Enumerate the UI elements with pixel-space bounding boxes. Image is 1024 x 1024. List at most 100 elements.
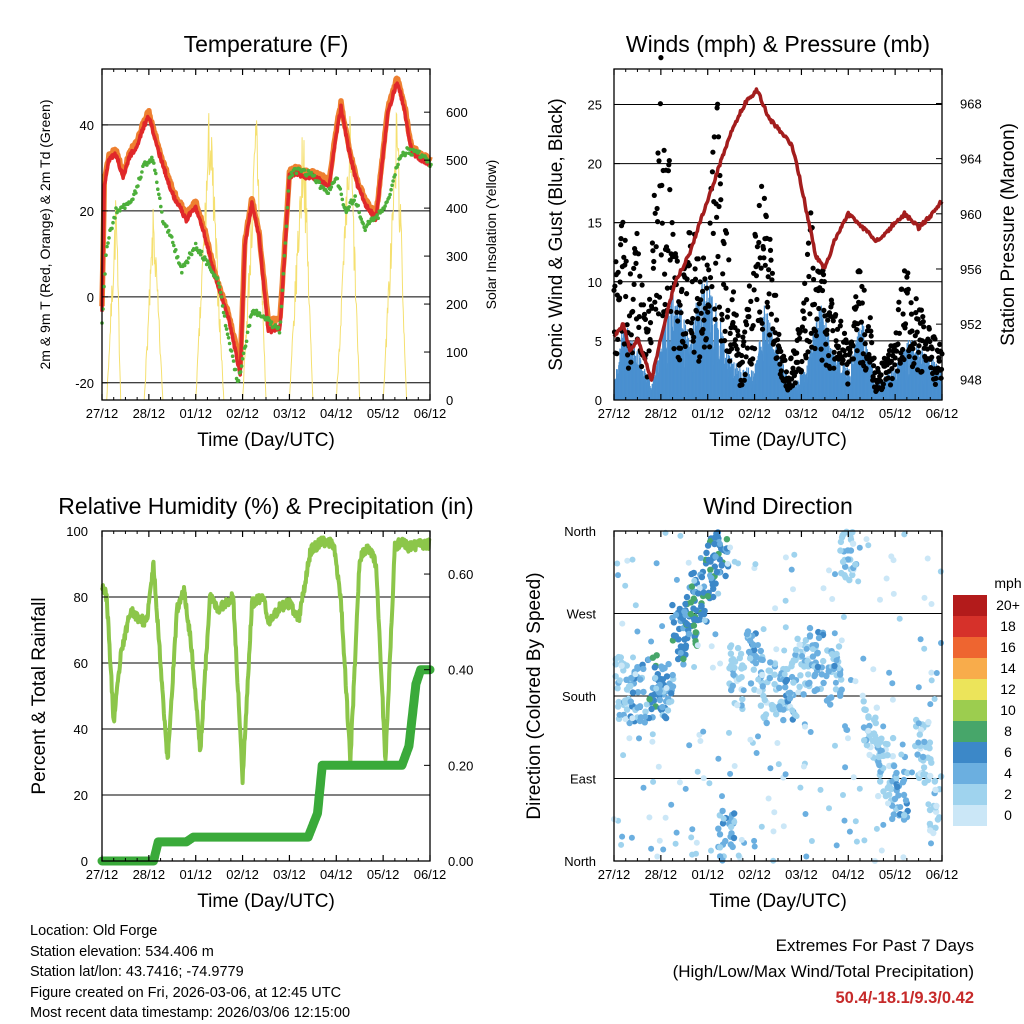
dewpoint-point [159, 204, 163, 209]
gust-point [823, 341, 829, 347]
direction-point [786, 695, 794, 702]
direction-point [925, 801, 932, 808]
direction-point [916, 731, 923, 738]
gust-point [769, 270, 776, 276]
direction-point [649, 731, 656, 738]
direction-point [714, 529, 722, 536]
direction-point [712, 631, 719, 638]
y-axis-label: Direction (Colored By Speed) [524, 572, 545, 819]
direction-point [677, 532, 684, 539]
gust-point [724, 314, 731, 320]
direction-point [849, 571, 856, 579]
direction-point [663, 685, 670, 691]
gust-point [707, 344, 713, 350]
direction-point [619, 833, 626, 840]
gust-point [677, 302, 683, 308]
gust-point [687, 230, 693, 236]
direction-point [751, 837, 758, 844]
dewpoint-point [193, 241, 198, 246]
dewpoint-point [326, 191, 331, 195]
direction-point [690, 622, 698, 629]
y-axis-label: Sonic Wind & Gust (Blue, Black) [546, 98, 567, 370]
gust-point [927, 338, 933, 345]
dewpoint-point [182, 263, 187, 268]
gust-point [712, 316, 718, 322]
dewpoint-point [244, 339, 249, 344]
dewpoint-point [357, 210, 362, 215]
direction-point [765, 667, 772, 674]
gust-point [688, 320, 694, 326]
gust-point [831, 349, 837, 355]
direction-point [646, 814, 653, 821]
gust-point [666, 162, 672, 168]
gust-point [664, 285, 671, 291]
gust-point [662, 301, 668, 308]
gust-point [653, 244, 659, 250]
gust-point [894, 368, 901, 374]
gust-point [617, 279, 623, 285]
direction-point [809, 653, 817, 660]
dewpoint-point [257, 311, 262, 315]
gust-point [653, 306, 659, 312]
gust-point [730, 289, 737, 295]
gust-point [652, 210, 658, 216]
direction-point [836, 671, 844, 678]
gust-point [716, 203, 722, 210]
gust-point [710, 149, 716, 155]
gust-point [918, 307, 925, 313]
direction-point [649, 654, 657, 661]
gust-point [691, 334, 697, 340]
gust-point [847, 349, 853, 355]
direction-point [833, 650, 840, 658]
x-tick-label: 28/12 [133, 406, 166, 421]
direction-point [768, 701, 776, 709]
direction-point [728, 657, 735, 664]
dewpoint-point [276, 325, 281, 330]
gust-point [862, 332, 868, 338]
gust-point [761, 195, 768, 201]
dewpoint-point [339, 192, 344, 197]
direction-point [757, 702, 765, 709]
dewpoint-point [189, 252, 194, 257]
dewpoint-point [231, 359, 236, 363]
direction-point [856, 544, 863, 551]
direction-point [656, 675, 664, 682]
dewpoint-point [156, 187, 160, 191]
direction-point [877, 596, 883, 603]
gust-point [650, 265, 657, 271]
direction-point [760, 626, 767, 633]
gust-point [622, 237, 628, 243]
gust-point [636, 314, 642, 320]
direction-point [622, 716, 629, 723]
colorbar-swatch [953, 679, 987, 700]
dewpoint-point [385, 200, 389, 204]
x-tick-label: 27/12 [86, 867, 119, 882]
gust-point [936, 358, 942, 364]
direction-point [866, 751, 873, 759]
direction-point [797, 784, 804, 791]
direction-point [683, 593, 691, 601]
direction-point [706, 780, 713, 787]
gust-point [900, 311, 906, 317]
direction-point [751, 686, 758, 693]
direction-point [852, 818, 859, 825]
direction-point [718, 561, 726, 568]
direction-point [866, 722, 873, 730]
direction-point [840, 792, 846, 798]
dewpoint-point [153, 168, 157, 173]
direction-point [728, 686, 735, 694]
gust-point [778, 368, 784, 374]
direction-point [901, 812, 908, 819]
direction-point [698, 602, 705, 610]
gust-point [625, 365, 632, 371]
direction-point [626, 735, 633, 742]
direction-point [865, 727, 872, 734]
gust-point [819, 287, 826, 294]
y2-tick-label: 956 [960, 262, 982, 277]
direction-point [703, 549, 710, 556]
gust-point [897, 360, 903, 366]
direction-point [698, 573, 706, 581]
gust-point [806, 339, 813, 345]
direction-point [807, 633, 813, 640]
x-tick-label: 02/12 [738, 406, 771, 421]
